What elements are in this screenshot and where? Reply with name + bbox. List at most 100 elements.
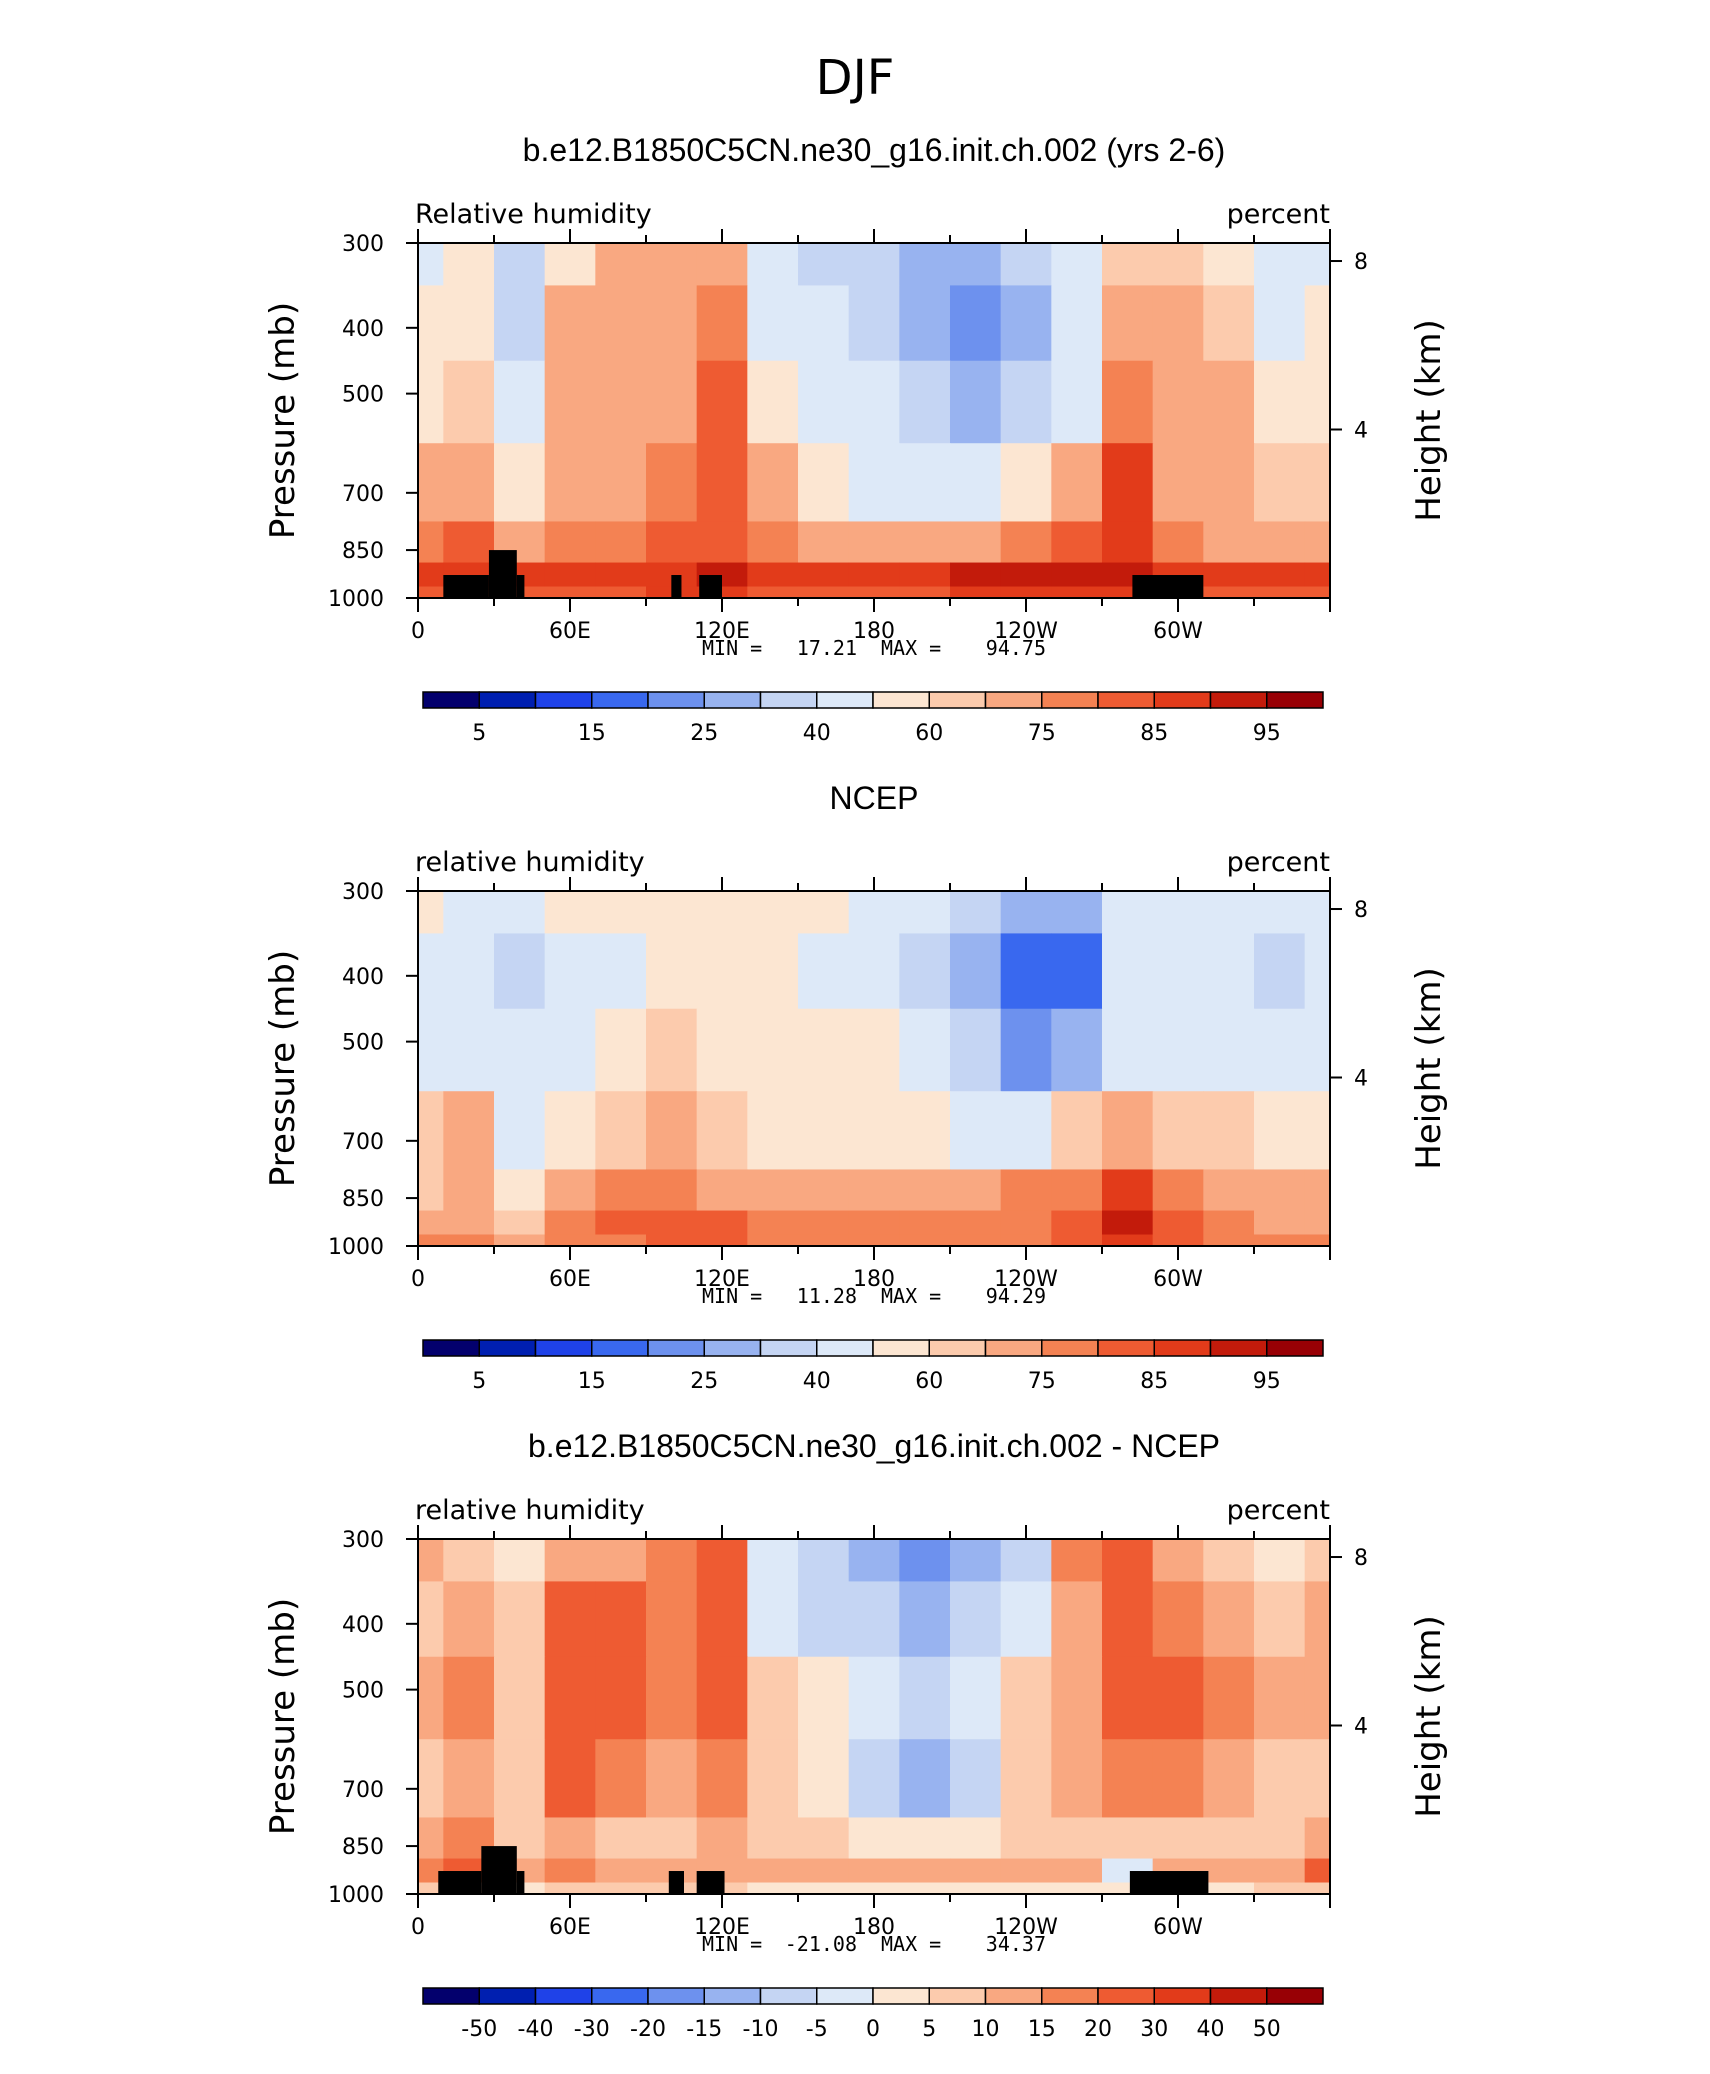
field-cell <box>1000 1817 1052 1860</box>
field-cell <box>595 1210 647 1236</box>
field-cell <box>950 1091 1002 1171</box>
field-cell <box>418 521 444 564</box>
field-cell <box>595 285 647 362</box>
colorbar-swatch <box>1266 1987 1324 2005</box>
field-cell <box>1000 243 1052 287</box>
terrain-block <box>438 1871 482 1894</box>
colorbar-label: 95 <box>1253 721 1281 746</box>
field-cell <box>646 1091 698 1171</box>
field-cell <box>696 1581 748 1658</box>
field-cell <box>1203 1882 1255 1895</box>
field-cell <box>1051 891 1103 935</box>
panel-1: b.e12.B1850C5CN.ne30_g16.init.ch.002 (yr… <box>263 132 1449 746</box>
x-tick-label: 60E <box>549 1267 591 1292</box>
y-tick-label: 300 <box>342 880 384 905</box>
field-cell <box>899 285 951 362</box>
field-cell <box>798 443 850 523</box>
min-value: 11.28 <box>797 1284 857 1308</box>
field-cell <box>443 1091 495 1171</box>
y-tick-label: 400 <box>342 1613 384 1638</box>
colorbar-label: 95 <box>1253 1369 1281 1394</box>
field-cell <box>1254 1858 1306 1884</box>
field-cell <box>1152 1656 1204 1740</box>
field-cell <box>1152 1539 1204 1583</box>
colorbar-swatch <box>534 1987 593 2005</box>
field-cell <box>848 443 900 523</box>
field-cell <box>1152 1169 1204 1212</box>
field-cell <box>798 1656 850 1740</box>
y-tick-label: 850 <box>342 539 384 564</box>
field-cell <box>899 1169 951 1212</box>
field-cell <box>1304 1091 1331 1171</box>
field-cell <box>899 562 951 588</box>
x-tick-label: 180 <box>853 1915 895 1940</box>
field-cell <box>646 1210 698 1236</box>
field-cell <box>544 1581 596 1658</box>
field-cell <box>646 243 698 287</box>
colorbar-swatch <box>872 1987 930 2005</box>
colorbar-swatch <box>984 1987 1043 2005</box>
field-cell <box>1102 891 1154 935</box>
field-cell <box>950 562 1002 588</box>
colorbar-label: -40 <box>518 2017 554 2042</box>
field-cell <box>747 1581 799 1658</box>
field-cell <box>1203 586 1255 599</box>
field-cell <box>1102 1234 1154 1247</box>
field-cell <box>747 1539 799 1583</box>
field-cell <box>1152 1008 1204 1092</box>
field-cell <box>1304 586 1331 599</box>
field-cell <box>1304 1008 1331 1092</box>
field-cell <box>696 1234 748 1247</box>
field-cell <box>1000 521 1052 564</box>
colorbar-swatch <box>759 691 818 709</box>
field-cell <box>1152 243 1204 287</box>
colorbar-label: 60 <box>915 1369 943 1394</box>
field-cell <box>544 360 596 444</box>
min-value: -21.08 <box>785 1932 857 1956</box>
field-cell <box>848 1858 900 1884</box>
x-tick-label: 120W <box>994 1267 1058 1292</box>
field-cell <box>950 1817 1002 1860</box>
max-label: MAX = <box>881 636 941 660</box>
field-cell <box>798 243 850 287</box>
colorbar-label: 30 <box>1140 2017 1168 2042</box>
colorbar-swatch <box>478 1987 537 2005</box>
field-cell <box>1102 1817 1154 1860</box>
colorbar-swatch <box>1041 1339 1099 1357</box>
field-cell <box>646 1581 698 1658</box>
field-cell <box>1203 1210 1255 1236</box>
field-cell <box>747 1817 799 1860</box>
field-cell <box>798 562 850 588</box>
field-cell <box>544 1656 596 1740</box>
field-cell <box>494 1739 546 1819</box>
field-cell <box>747 891 799 935</box>
terrain-block <box>481 1846 517 1894</box>
colorbar-label: 10 <box>972 2017 1000 2042</box>
field-cell <box>950 360 1002 444</box>
field-cell <box>1102 1739 1154 1819</box>
colorbar-label: -10 <box>743 2017 779 2042</box>
field-cell <box>1152 891 1204 935</box>
colorbar-label: 50 <box>1253 2017 1281 2042</box>
colorbar-swatch <box>1153 691 1212 709</box>
colorbar-label: 5 <box>922 2017 936 2042</box>
field-cell <box>595 586 647 599</box>
colorbar-label: 85 <box>1140 721 1168 746</box>
field-cell <box>798 360 850 444</box>
field-cell <box>1102 1539 1154 1583</box>
colorbar-swatch <box>928 691 987 709</box>
field-cell <box>798 521 850 564</box>
field-cell <box>1000 1169 1052 1212</box>
field-cell <box>798 1091 850 1171</box>
field-cell <box>1254 243 1306 287</box>
field-cell <box>899 360 951 444</box>
max-value: 94.29 <box>986 1284 1046 1308</box>
field-cell <box>1051 1882 1103 1895</box>
field-cell <box>494 1656 546 1740</box>
field-cell <box>418 1656 444 1740</box>
colorbar-swatch <box>422 1339 480 1357</box>
colorbar-label: 5 <box>472 721 486 746</box>
field-cell <box>747 1091 799 1171</box>
field-cell <box>595 1739 647 1819</box>
terrain-block <box>699 575 722 598</box>
